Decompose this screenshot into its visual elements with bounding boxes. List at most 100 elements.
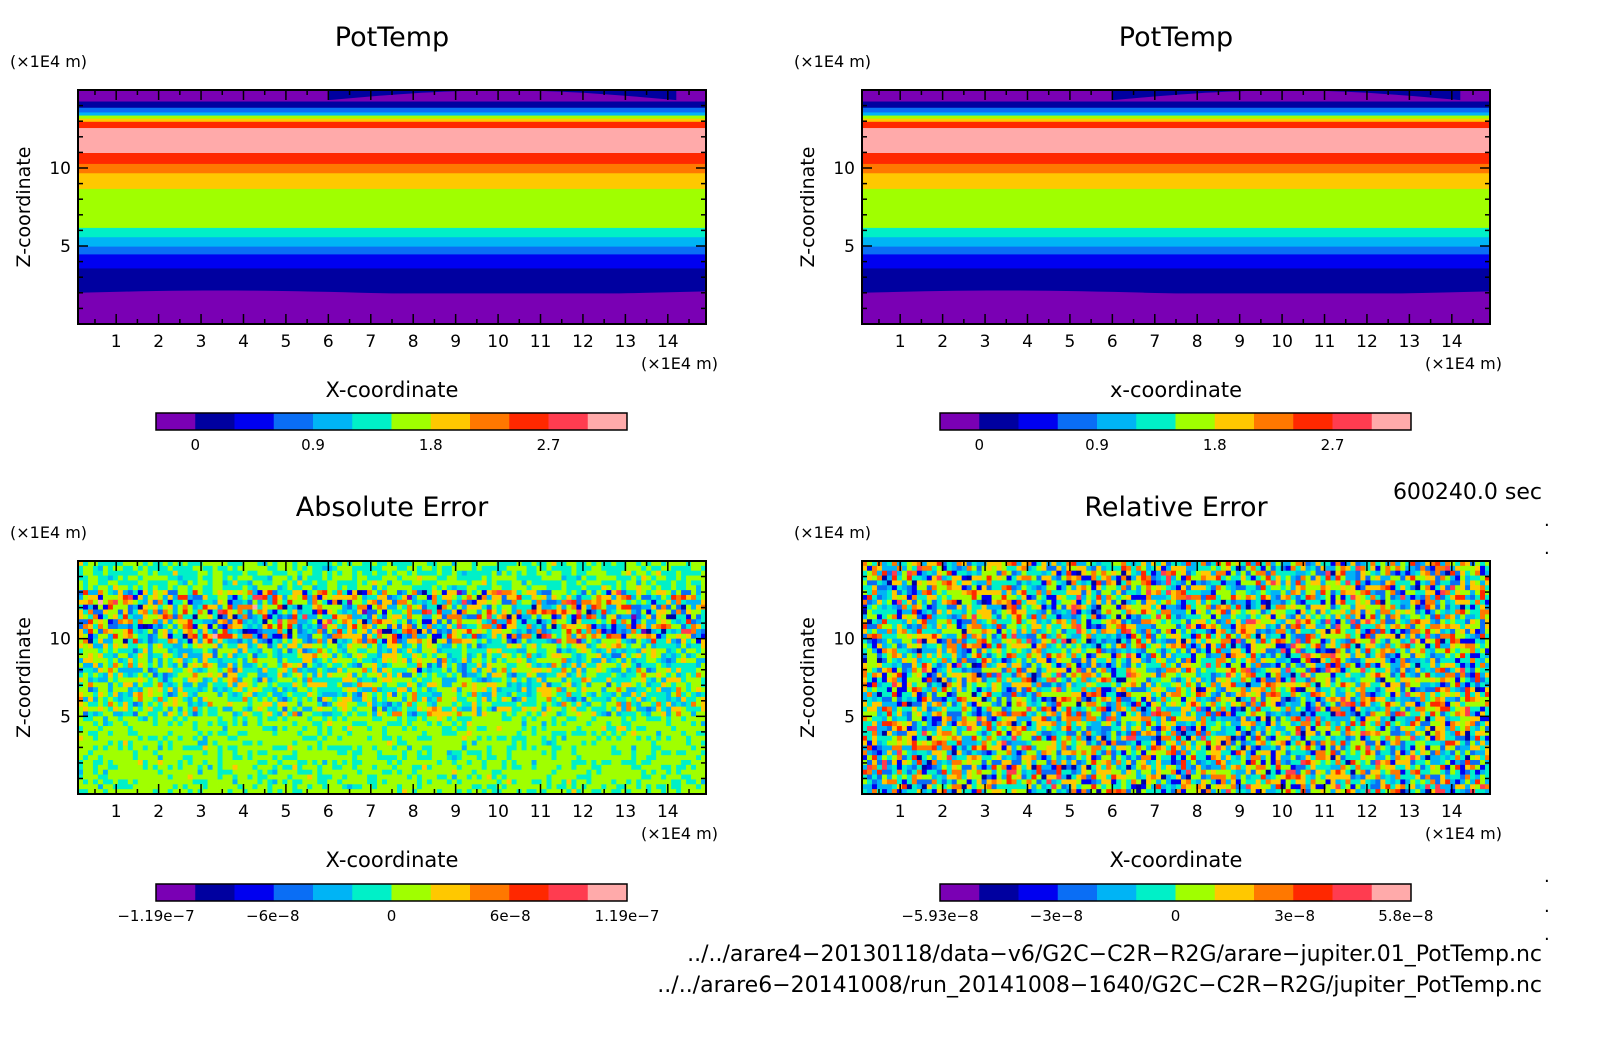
- contour-cell: [446, 692, 453, 698]
- contour-cell: [272, 730, 278, 737]
- contour-cell: [566, 585, 572, 591]
- contour-cell: [252, 653, 258, 659]
- contour-cell: [626, 667, 632, 674]
- contour-cell: [212, 711, 218, 717]
- contour-cell: [461, 614, 468, 620]
- contour-cell: [681, 711, 687, 717]
- contour-cell: [526, 561, 532, 567]
- contour-cell: [586, 653, 592, 659]
- contour-cell: [431, 730, 438, 737]
- contour-cell: [686, 696, 692, 703]
- contour-cell: [581, 614, 587, 620]
- contour-cell: [287, 716, 293, 722]
- contour-cell: [491, 648, 498, 654]
- contour-cell: [337, 735, 343, 741]
- contour-cell: [362, 687, 368, 693]
- contour-cell: [172, 628, 179, 635]
- contour-cell: [217, 672, 223, 678]
- contour-cell: [212, 692, 218, 698]
- contour-cell: [431, 633, 438, 640]
- contour-cell: [327, 667, 333, 674]
- contour-cell: [122, 653, 129, 659]
- contour-cell: [197, 619, 203, 625]
- contour-cell: [541, 624, 547, 630]
- contour-cell: [621, 570, 627, 576]
- contour-cell: [387, 633, 393, 640]
- colorbar-segment: [548, 413, 589, 430]
- contour-cell: [431, 711, 438, 717]
- contour-cell: [202, 575, 208, 581]
- contour-cell: [636, 692, 642, 698]
- contour-cell: [501, 658, 508, 664]
- contour-cell: [337, 638, 343, 644]
- contour-cell: [496, 575, 503, 581]
- contour-cell: [222, 677, 228, 683]
- contour-cell: [167, 716, 174, 722]
- contour-cell: [227, 580, 233, 586]
- colorbar-segment: [313, 413, 353, 430]
- contour-cell: [192, 619, 199, 625]
- contour-cell: [566, 633, 572, 640]
- contour-cell: [252, 614, 258, 620]
- contour-cell: [377, 609, 383, 615]
- contour-cell: [392, 653, 398, 659]
- contour-cell: [406, 672, 413, 678]
- contour-cell: [122, 677, 129, 683]
- contour-cell: [681, 701, 687, 708]
- contour-cell: [332, 585, 338, 591]
- contour-cell: [147, 730, 154, 737]
- contour-cell: [337, 662, 343, 669]
- chart-title: Absolute Error: [296, 492, 489, 523]
- contour-cell: [656, 565, 662, 572]
- contour-cell: [182, 624, 189, 630]
- contour-cell: [576, 721, 582, 727]
- contour-cell: [167, 730, 174, 737]
- contour-cell: [147, 633, 154, 640]
- contour-cell: [591, 580, 597, 586]
- contour-cell: [461, 726, 468, 732]
- contour-cell: [157, 701, 164, 708]
- contour-cell: [521, 570, 527, 576]
- contour-cell: [436, 624, 443, 630]
- contour-cell: [671, 711, 677, 717]
- contour-cell: [601, 672, 607, 678]
- contour-cell: [501, 609, 508, 615]
- contour-cell: [92, 677, 99, 683]
- contour-cell: [451, 561, 458, 567]
- contour-cell: [242, 638, 248, 644]
- contour-cell: [222, 716, 228, 722]
- contour-cell: [162, 643, 169, 649]
- contour-cell: [362, 682, 368, 688]
- contour-cell: [232, 726, 238, 732]
- contour-cell: [262, 701, 268, 708]
- contour-cell: [691, 667, 697, 674]
- contour-cell: [651, 687, 657, 693]
- contour-cell: [307, 633, 313, 640]
- contour-cell: [586, 604, 592, 610]
- contour-cell: [107, 692, 114, 698]
- contour-cell: [566, 570, 572, 576]
- contour-cell: [192, 735, 199, 741]
- contour-cell: [631, 585, 637, 591]
- contour-cell: [352, 711, 358, 717]
- contour-cell: [137, 696, 144, 703]
- contour-cell: [347, 604, 353, 610]
- contour-cell: [337, 682, 343, 688]
- contour-cell: [576, 726, 582, 732]
- colorbar-tick-label: 1.8: [419, 436, 443, 454]
- contour-band: [862, 152, 1490, 164]
- contour-cell: [416, 716, 423, 722]
- contour-cell: [287, 565, 293, 572]
- contour-cell: [337, 599, 343, 606]
- contour-cell: [521, 643, 527, 649]
- contour-cell: [352, 658, 358, 664]
- contour-cell: [192, 696, 199, 703]
- contour-cell: [322, 633, 328, 640]
- contour-cell: [551, 677, 557, 683]
- contour-cell: [636, 590, 642, 596]
- contour-cell: [481, 672, 488, 678]
- contour-cell: [681, 570, 687, 576]
- contour-cell: [611, 672, 617, 678]
- contour-cell: [192, 599, 199, 606]
- contour-cell: [666, 643, 672, 649]
